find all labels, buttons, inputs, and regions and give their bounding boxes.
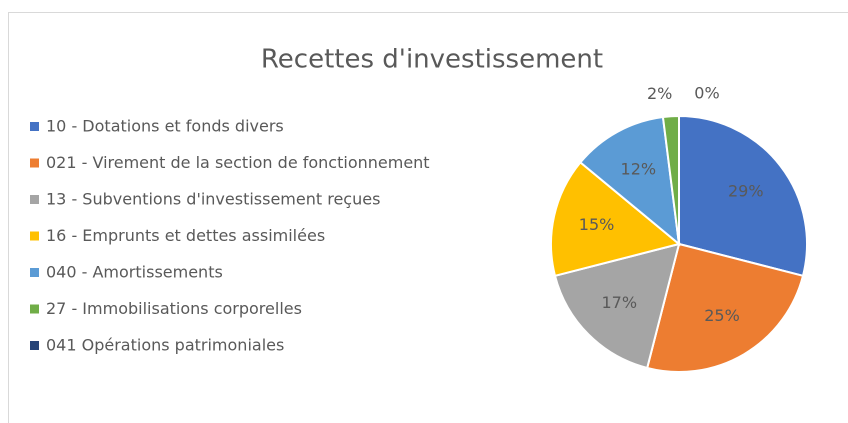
legend-label: 10 - Dotations et fonds divers [46, 117, 284, 136]
legend-swatch [30, 195, 39, 204]
legend-swatch [30, 122, 39, 131]
pie-slice [550, 161, 682, 278]
data-label: 29% [728, 182, 764, 201]
pie-slice [578, 115, 681, 247]
data-label: 2% [647, 84, 672, 103]
chart-title: Recettes d'investissement [261, 45, 603, 75]
legend-label: 021 - Virement de la section de fonction… [46, 153, 430, 172]
legend-label: 13 - Subventions d'investissement reçues [46, 190, 380, 209]
data-label: 12% [621, 159, 657, 178]
legend-label: 040 - Amortissements [46, 263, 223, 282]
data-label: 17% [601, 293, 637, 312]
legend-swatch [30, 158, 39, 168]
pie-slice [678, 114, 808, 278]
legend-label: 041 Opérations patrimoniales [46, 336, 284, 355]
data-label: 25% [704, 306, 740, 325]
legend-label: 27 - Immobilisations corporelles [46, 299, 302, 318]
legend-swatch [30, 231, 39, 241]
legend-swatch [30, 268, 39, 277]
pie-slice [553, 242, 681, 370]
legend-swatch [30, 341, 39, 350]
data-label: 15% [579, 215, 615, 234]
legend-label: 16 - Emprunts et dettes assimilées [46, 226, 325, 245]
legend-swatch [30, 304, 39, 314]
pie-slice [645, 242, 805, 373]
data-label: 0% [694, 84, 719, 103]
